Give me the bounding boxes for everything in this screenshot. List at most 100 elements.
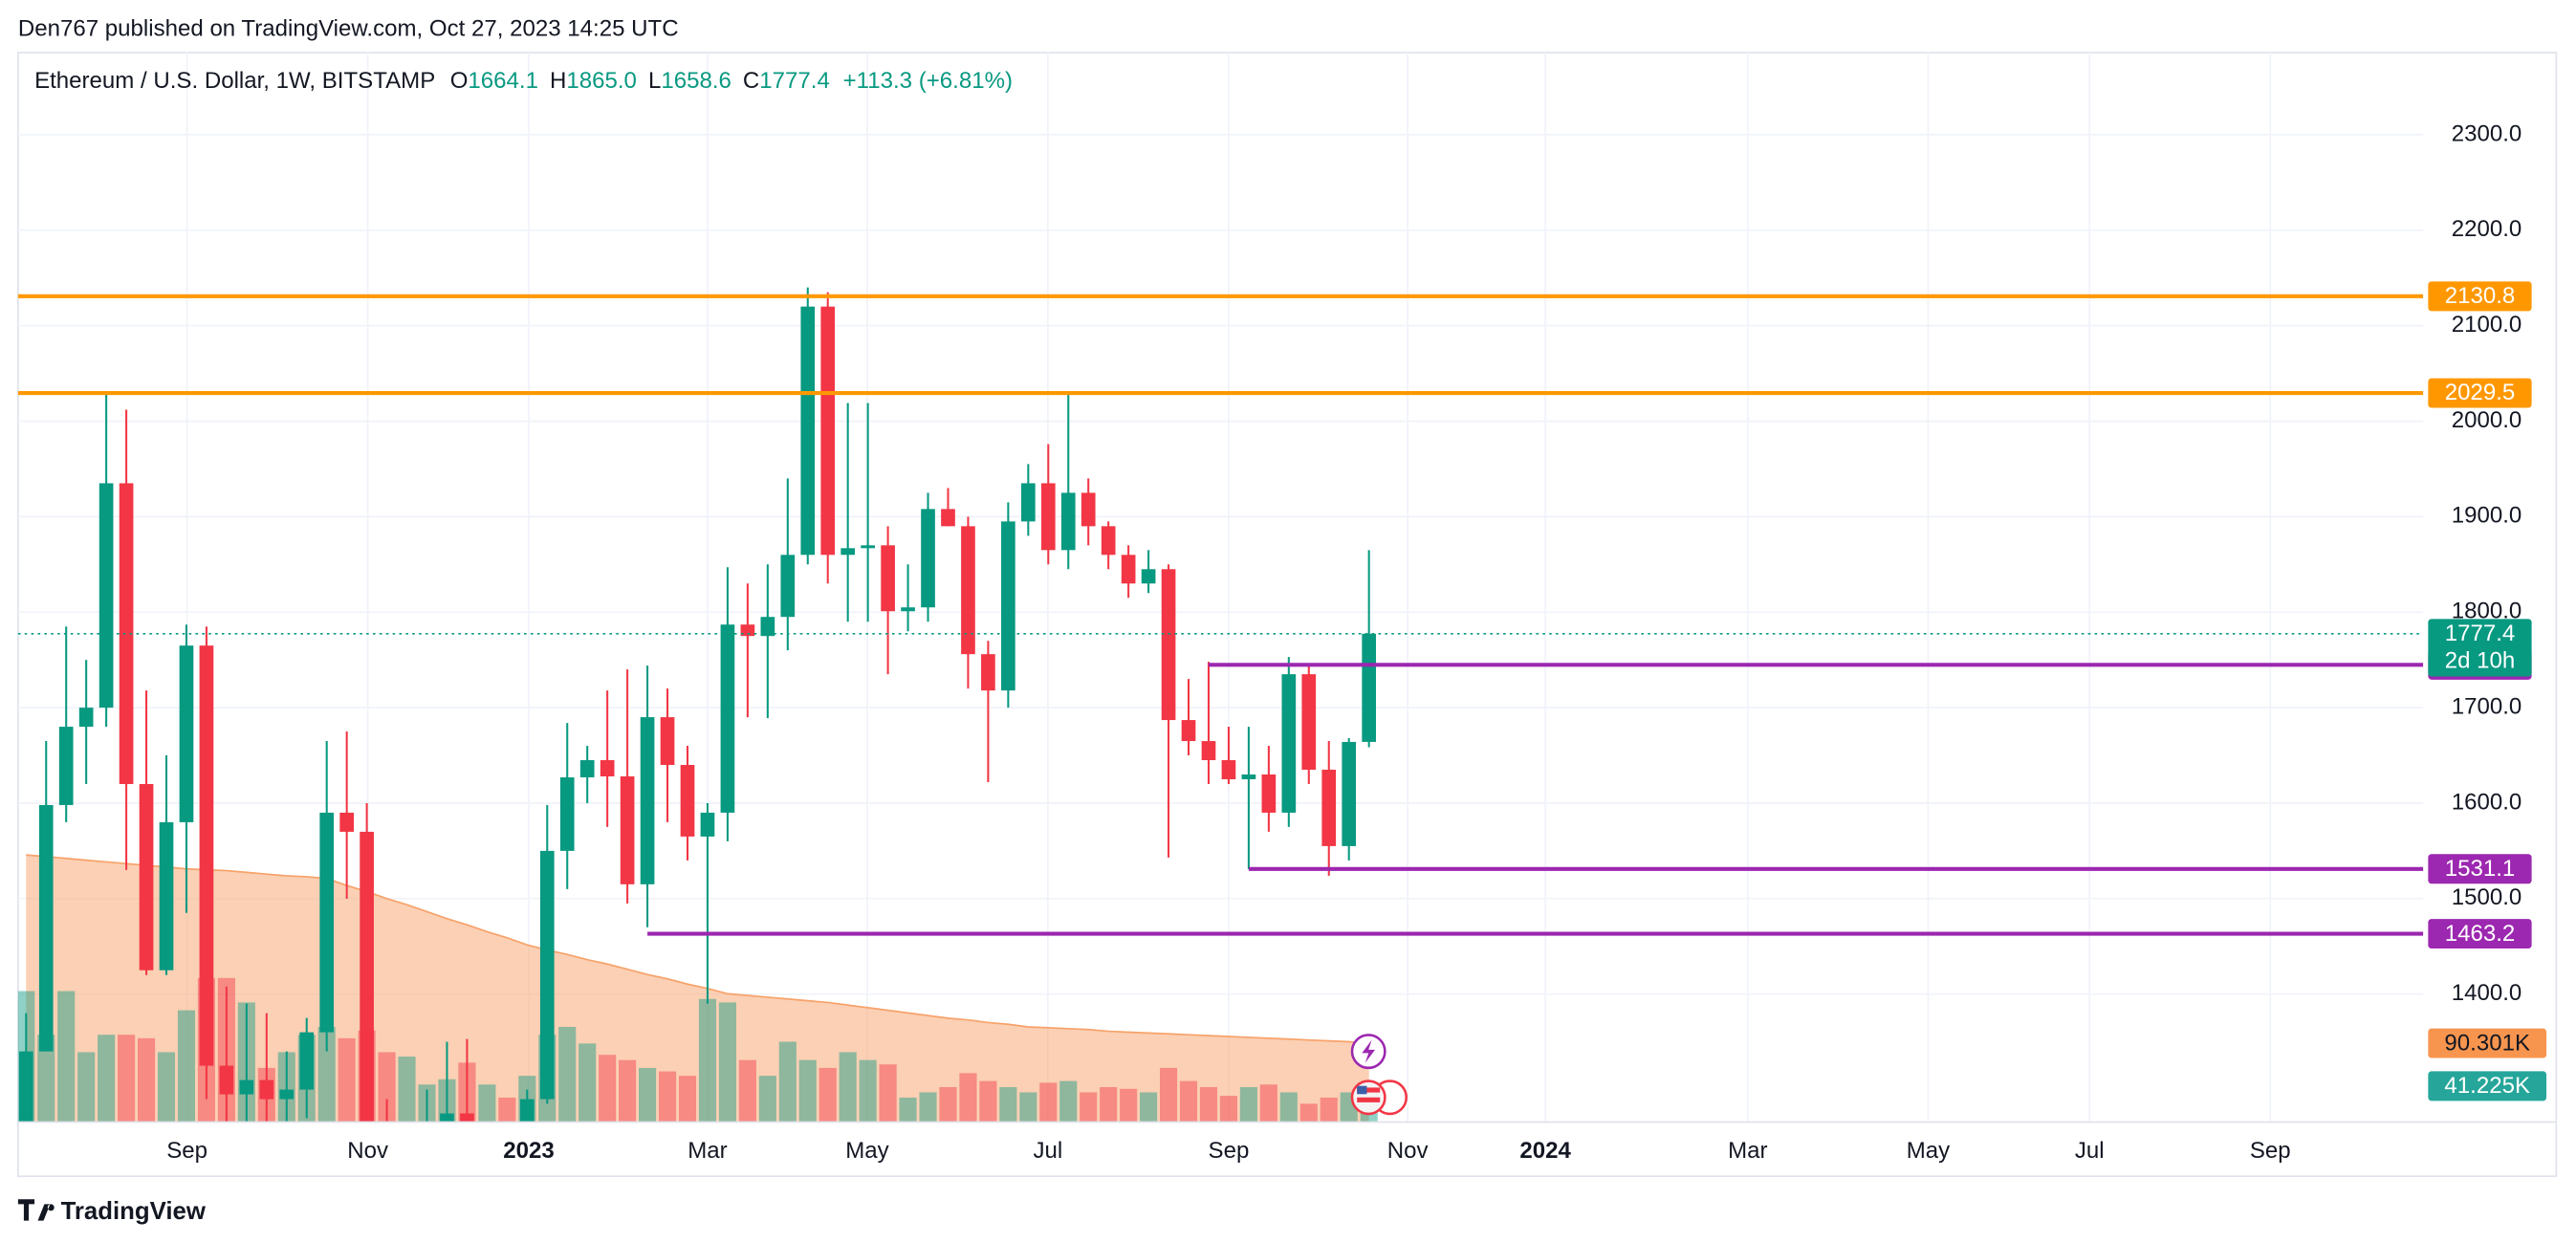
- candle-body: [579, 760, 595, 777]
- x-tick-label: Sep: [1209, 1138, 1250, 1164]
- candle-body: [500, 1170, 514, 1189]
- volume-bar: [698, 998, 717, 1123]
- candle-body: [941, 509, 955, 527]
- legend-key: H: [550, 68, 566, 94]
- candle-body: [440, 1113, 454, 1123]
- x-tick-label: Nov: [1387, 1138, 1429, 1164]
- countdown-label: 2d 10h: [2445, 647, 2516, 673]
- x-tick-label: 2024: [1519, 1138, 1571, 1164]
- volume-bar: [1080, 1092, 1098, 1123]
- candle-body: [319, 812, 335, 1033]
- candle-body: [38, 804, 54, 1052]
- volume-bar: [1299, 1103, 1318, 1123]
- candle-body: [259, 1079, 274, 1100]
- y-tick-label: 2000.0: [2452, 407, 2522, 433]
- volume-bar: [398, 1057, 416, 1123]
- candle-body: [139, 783, 154, 970]
- volume-bar: [579, 1043, 597, 1123]
- volume-bar: [1120, 1088, 1138, 1123]
- volume-bar: [819, 1067, 837, 1123]
- volume-ma-label: 90.301K: [2444, 1030, 2530, 1056]
- candle-body: [199, 645, 214, 1066]
- candle-body: [1342, 741, 1357, 846]
- volume-bar: [1279, 1092, 1298, 1123]
- volume-bar: [137, 1037, 156, 1123]
- y-tick-label: 1900.0: [2452, 503, 2522, 529]
- x-tick-label: Jul: [1033, 1138, 1062, 1164]
- legend: Ethereum / U.S. Dollar, 1W, BITSTAMP O166…: [34, 68, 1013, 94]
- candle-body: [460, 1113, 474, 1123]
- volume-bar: [639, 1067, 657, 1123]
- candle-body: [600, 760, 615, 776]
- volume-bar: [1199, 1086, 1218, 1123]
- candle-body: [98, 483, 114, 709]
- y-tick-label: 2200.0: [2452, 216, 2522, 242]
- legend-change: +113.3 (+6.81%): [843, 68, 1013, 94]
- candle-body: [620, 775, 635, 884]
- candle-body: [800, 306, 816, 556]
- candle-body: [1101, 526, 1116, 556]
- volume-bar: [859, 1059, 877, 1123]
- x-tick-label: Sep: [166, 1138, 207, 1164]
- volume-bar: [1320, 1097, 1338, 1123]
- volume-bar: [1059, 1080, 1078, 1123]
- candle-body: [1141, 569, 1156, 584]
- volume-ma-line: [26, 854, 1369, 1044]
- candle-body: [1040, 483, 1056, 551]
- candle-body: [360, 831, 374, 1123]
- candle-body: [159, 821, 174, 970]
- candle-body: [740, 624, 755, 637]
- legend-value: 1664.1: [468, 68, 538, 94]
- candle-body: [1221, 760, 1236, 779]
- volume-bar: [1259, 1084, 1277, 1123]
- x-tick-label: Nov: [347, 1138, 388, 1164]
- brand: TradingView: [61, 1198, 207, 1225]
- volume-bar: [839, 1052, 857, 1123]
- volume-bar: [558, 1026, 577, 1123]
- event-icon[interactable]: [1350, 1079, 1386, 1116]
- y-tick-label: 2100.0: [2452, 312, 2522, 338]
- candle-body: [660, 717, 675, 766]
- event-icons: [1350, 1034, 1408, 1116]
- y-tick-label: 1600.0: [2452, 789, 2522, 815]
- x-tick-label: Mar: [1728, 1138, 1767, 1164]
- candle-body: [480, 1170, 494, 1218]
- axes: 1400.01500.01600.01700.01800.01900.02000…: [17, 120, 2557, 1164]
- legend-key: L: [648, 68, 661, 94]
- volume-bar: [619, 1059, 637, 1123]
- candle-body: [640, 717, 655, 884]
- volume-bar: [1219, 1096, 1237, 1123]
- level-label-box: [2428, 919, 2532, 949]
- candle-body: [820, 306, 836, 556]
- volume-bar: [738, 1059, 756, 1123]
- plot-area: [17, 287, 2424, 1218]
- legend-value: 1777.4: [759, 68, 830, 94]
- candle-body: [58, 727, 74, 805]
- volume-bar: [1179, 1080, 1198, 1123]
- volume-bar: [778, 1041, 797, 1123]
- y-tick-label: 1400.0: [2452, 980, 2522, 1006]
- candle-body: [18, 1051, 33, 1123]
- volume-bar: [899, 1097, 917, 1123]
- candle-body: [700, 812, 715, 837]
- volume-bar: [1039, 1082, 1058, 1123]
- chart-frame: [17, 52, 2558, 1178]
- candle-body: [901, 607, 915, 612]
- volume-bar: [979, 1080, 997, 1123]
- candle-body: [1301, 674, 1317, 771]
- volume-bar: [999, 1086, 1017, 1123]
- volume-bar: [157, 1052, 176, 1123]
- level-label: 2029.5: [2445, 380, 2516, 405]
- legend-key: O: [450, 68, 469, 94]
- candle-body: [1181, 720, 1196, 742]
- candle-body: [539, 850, 555, 1100]
- volume-bar: [959, 1073, 977, 1123]
- volume-bar: [1239, 1086, 1257, 1123]
- candle-body: [760, 617, 775, 637]
- legend-title: Ethereum / U.S. Dollar, 1W, BITSTAMP: [34, 68, 435, 94]
- y-tick-label: 1500.0: [2452, 884, 2522, 910]
- level-label-box: [2428, 378, 2532, 408]
- candle-body: [1060, 492, 1076, 551]
